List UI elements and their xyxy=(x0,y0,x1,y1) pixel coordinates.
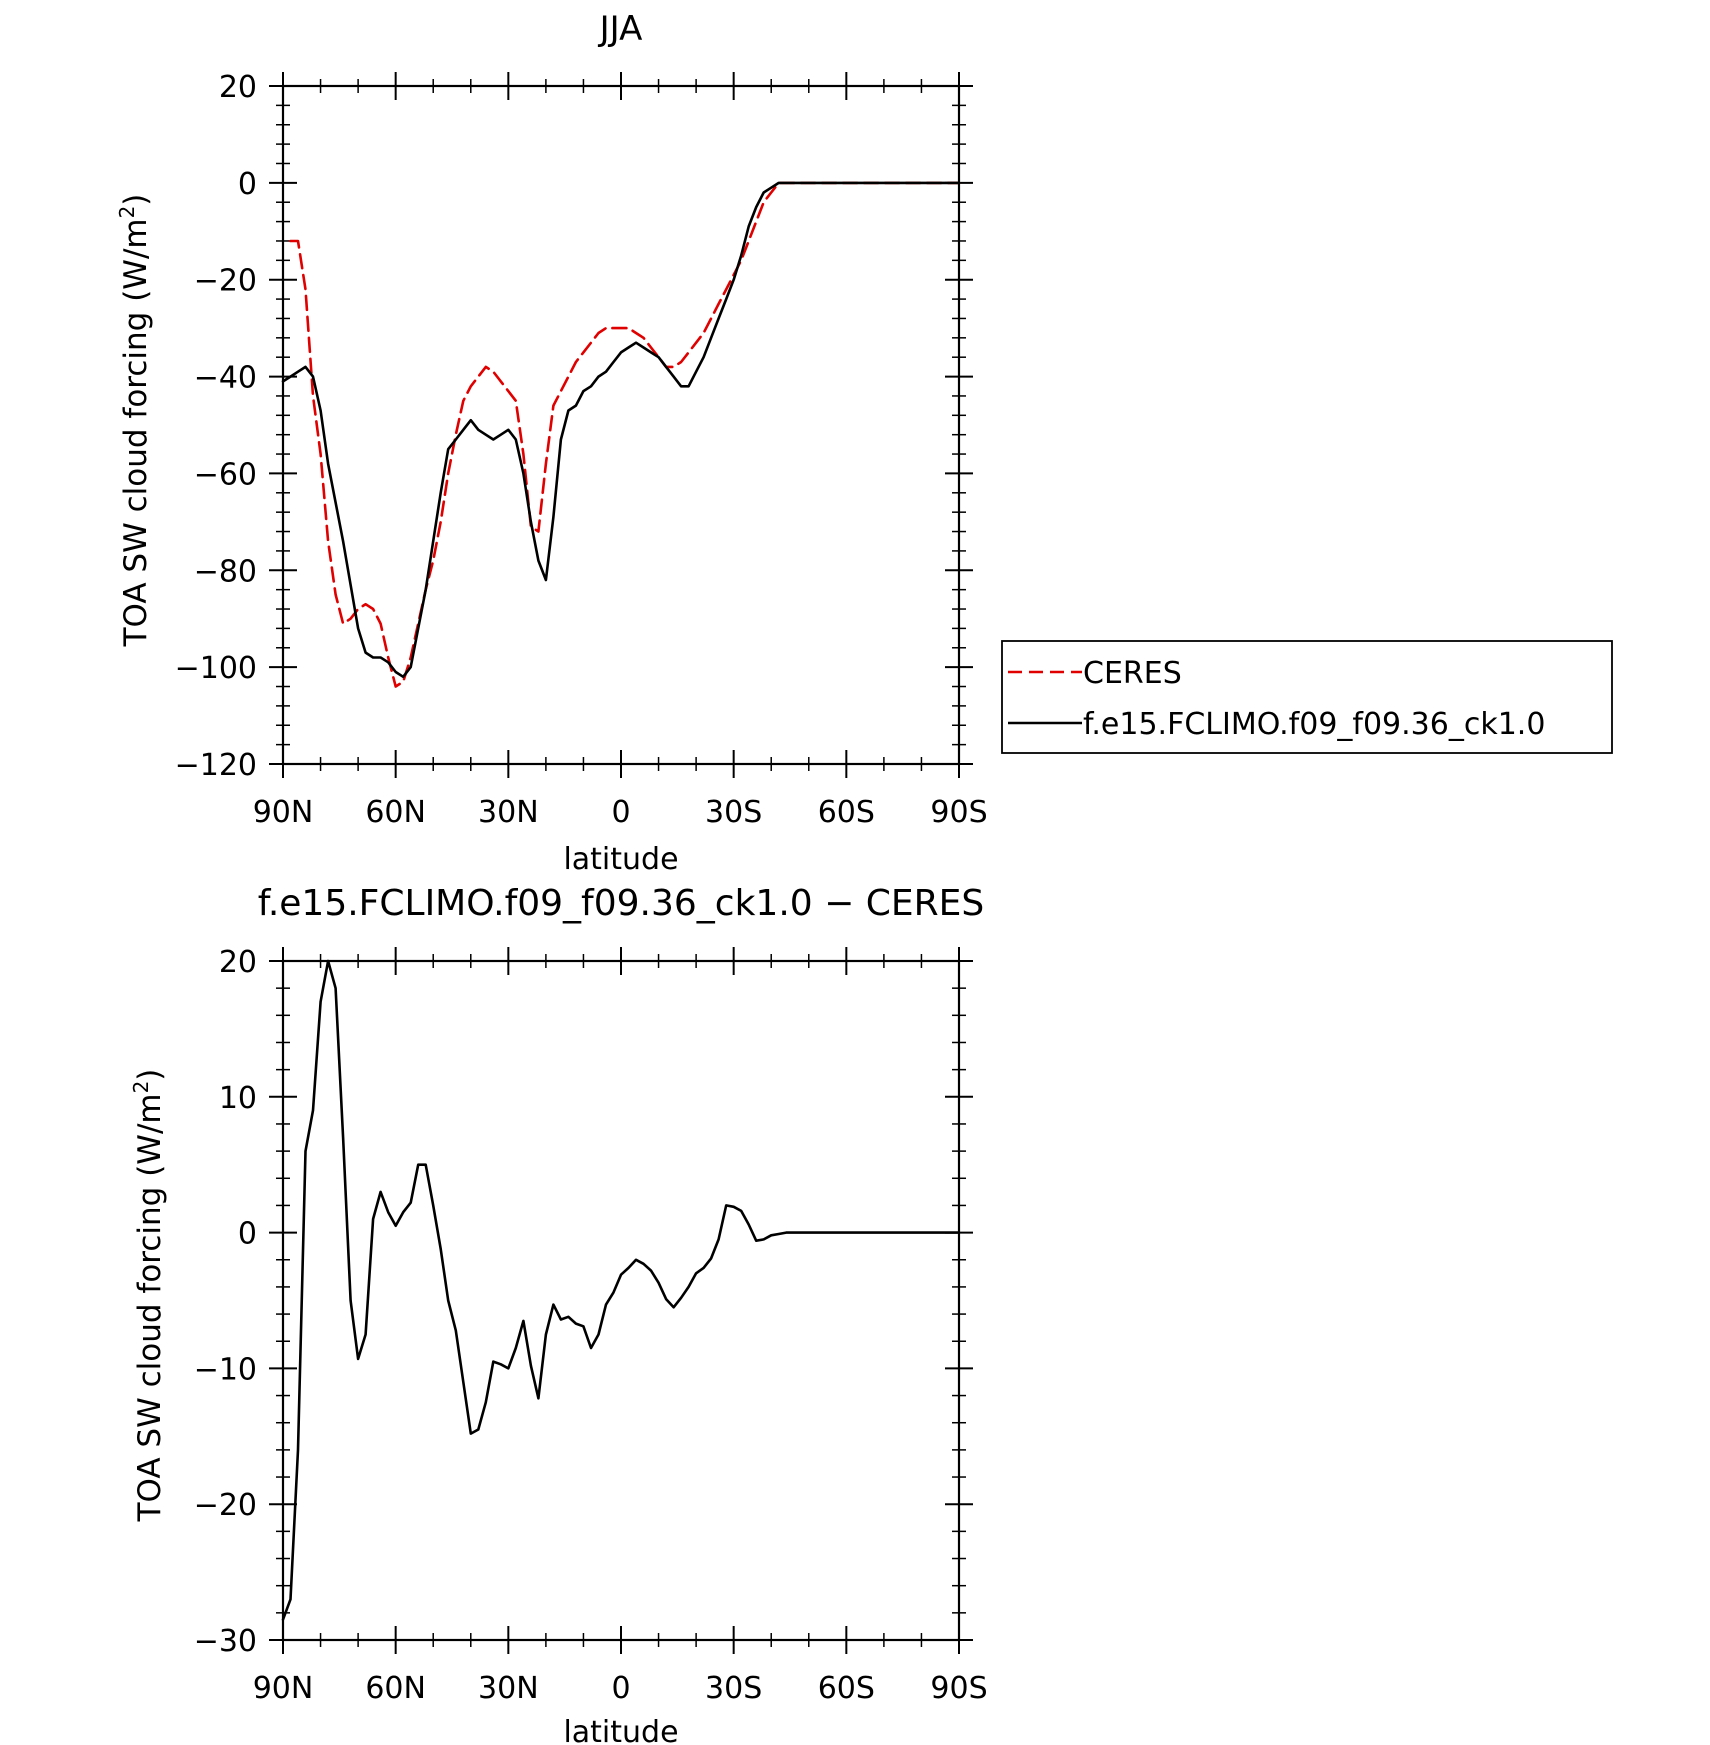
bottom-series-line-series-0 xyxy=(281,959,961,1621)
bottom-y-axis-label-text: TOA SW cloud forcing (W/m xyxy=(132,1093,168,1522)
top-y-axis-label-superscript: 2 xyxy=(115,206,139,219)
top-series-group xyxy=(281,181,961,688)
top-y-tick-label: −60 xyxy=(194,457,257,492)
top-y-axis-label-close: ) xyxy=(118,194,154,206)
legend-model-label: f.e15.FCLIMO.f09_f09.36_ck1.0 xyxy=(1083,707,1545,742)
bottom-x-axis-label: latitude xyxy=(563,1715,678,1745)
top-y-tick-label: −80 xyxy=(194,554,257,589)
legend-box xyxy=(1001,640,1613,754)
top-x-tick-label: 90N xyxy=(253,795,314,830)
top-x-axis-label: latitude xyxy=(563,842,678,877)
bottom-x-tick-label: 30N xyxy=(478,1671,539,1706)
top-x-tick-label: 30S xyxy=(705,795,762,830)
top-y-tick-label: 0 xyxy=(238,167,257,202)
bottom-x-tick-label: 90N xyxy=(253,1671,314,1706)
bottom-x-tick-label: 60S xyxy=(818,1671,875,1706)
top-plot-frame xyxy=(281,84,961,766)
bottom-plot-frame xyxy=(281,959,961,1642)
top-series-line-f-e15-fclimo-f09-f09-36-ck1-0 xyxy=(281,181,961,679)
legend-ceres-label: CERES xyxy=(1083,656,1182,691)
bottom-series-group xyxy=(281,959,961,1621)
bottom-x-tick-label: 0 xyxy=(611,1671,630,1706)
top-y-tick-label: 20 xyxy=(219,70,257,105)
bottom-y-axis-label: TOA SW cloud forcing (W/m2) xyxy=(129,1069,168,1523)
top-y-tick-label: −40 xyxy=(194,361,257,396)
bottom-ticks: 20 10 0 −10 −20 −30 90N 60N 30N 0 30S 60S 90S xyxy=(194,945,988,1706)
top-y-tick-label: −20 xyxy=(194,264,257,299)
top-legend: CERES f.e15.FCLIMO.f09_f09.36_ck1.0 xyxy=(1001,640,1613,754)
bottom-y-tick-label: −30 xyxy=(194,1624,257,1659)
bottom-panel: f.e15.FCLIMO.f09_f09.36_ck1.0 − CERES TO… xyxy=(129,883,988,1745)
bottom-y-tick-label: −10 xyxy=(194,1352,257,1387)
bottom-y-tick-label: 0 xyxy=(238,1217,257,1252)
bottom-chart-title: f.e15.FCLIMO.f09_f09.36_ck1.0 − CERES xyxy=(258,883,984,924)
bottom-x-tick-label: 90S xyxy=(930,1671,987,1706)
bottom-y-axis-label-superscript: 2 xyxy=(129,1081,153,1094)
top-chart-title: JJA xyxy=(598,9,643,49)
bottom-y-tick-label: 10 xyxy=(219,1081,257,1116)
bottom-x-tick-label: 30S xyxy=(705,1671,762,1706)
top-x-tick-label: 30N xyxy=(478,795,539,830)
bottom-y-tick-label: −20 xyxy=(194,1488,257,1523)
bottom-y-tick-label: 20 xyxy=(219,945,257,980)
top-x-tick-label: 90S xyxy=(930,795,987,830)
top-x-tick-label: 0 xyxy=(611,795,630,830)
top-ticks: 20 0 −20 −40 −60 −80 −100 −120 90N 60N 30N 0 30S 60S 9… xyxy=(175,70,988,830)
top-panel: JJA TOA SW cloud forcing (W/m2) latitude… xyxy=(115,9,1613,877)
top-y-axis-label: TOA SW cloud forcing (W/m2) xyxy=(115,194,154,648)
top-y-tick-label: −100 xyxy=(175,651,257,686)
bottom-x-tick-label: 60N xyxy=(365,1671,426,1706)
top-x-tick-label: 60N xyxy=(365,795,426,830)
top-x-tick-label: 60S xyxy=(818,795,875,830)
top-y-axis-label-text: TOA SW cloud forcing (W/m xyxy=(118,218,154,647)
bottom-y-axis-label-close: ) xyxy=(132,1069,168,1081)
top-y-tick-label: −120 xyxy=(175,748,257,783)
